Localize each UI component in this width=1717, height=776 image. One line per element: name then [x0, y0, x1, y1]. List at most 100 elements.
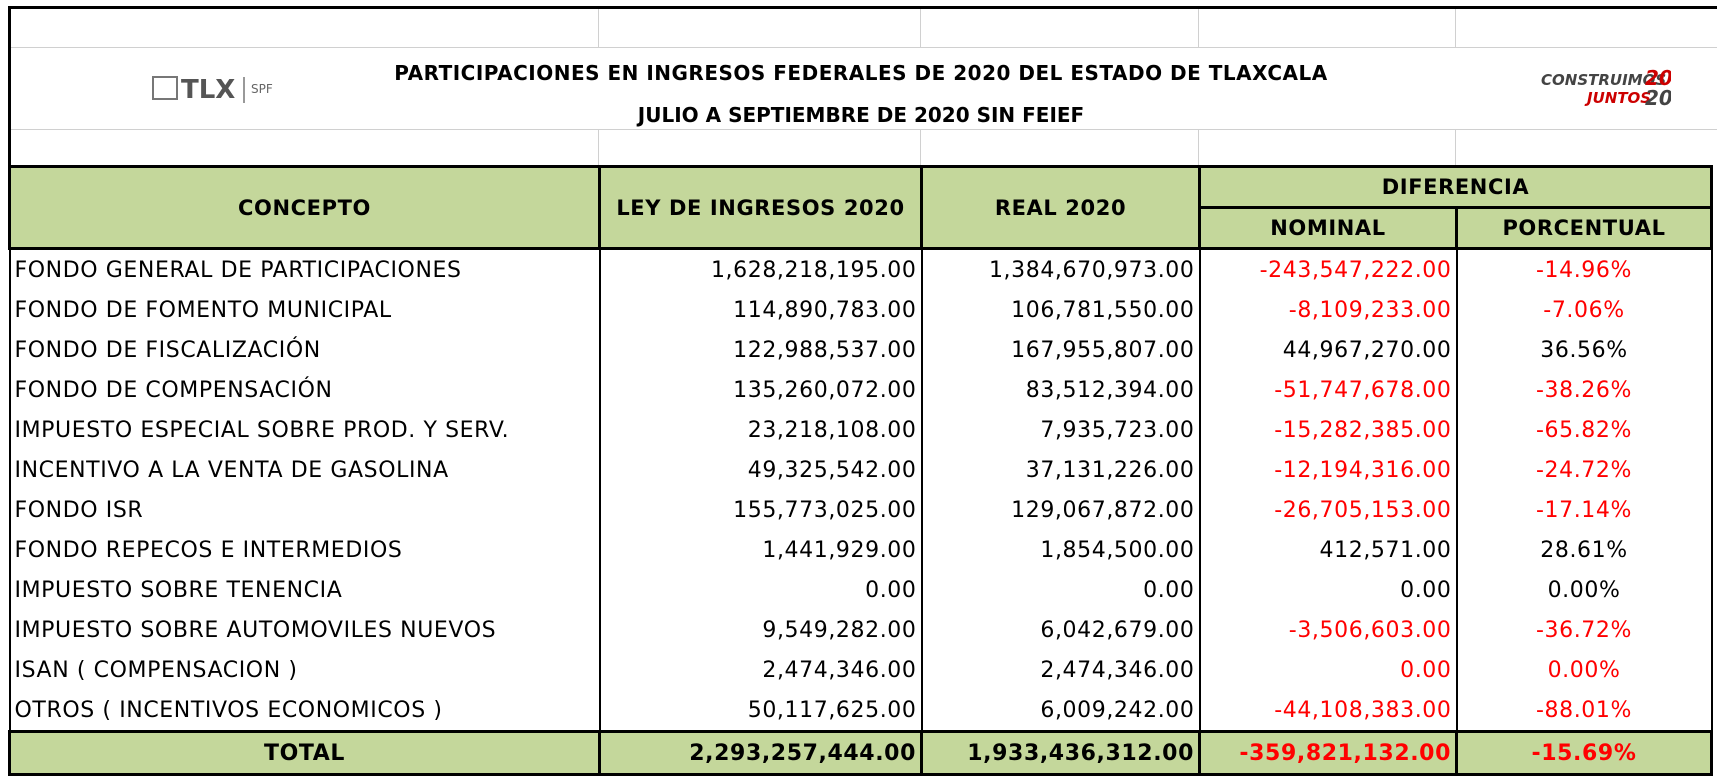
cell-ley: 122,988,537.00 [598, 330, 923, 370]
cell-nominal: -44,108,383.00 [1198, 690, 1458, 732]
cell-ley: 114,890,783.00 [598, 290, 923, 330]
grid-line [11, 129, 1717, 130]
table-row: IMPUESTO SOBRE AUTOMOVILES NUEVOS 9,549,2… [8, 610, 1713, 650]
cell-nominal: -3,506,603.00 [1198, 610, 1458, 650]
grid-line [1198, 9, 1199, 47]
cell-real: 1,933,436,312.00 [920, 730, 1201, 776]
logo-text: TLX [181, 75, 235, 105]
cell-concepto: FONDO GENERAL DE PARTICIPACIONES [8, 248, 601, 290]
grid-line [1455, 9, 1456, 47]
cell-real: 129,067,872.00 [920, 490, 1201, 530]
table-row: ISAN ( COMPENSACION ) 2,474,346.00 2,474,3… [8, 650, 1713, 690]
cell-nominal: -51,747,678.00 [1198, 370, 1458, 410]
grid-line [11, 47, 1717, 48]
cell-real: 1,384,670,973.00 [920, 248, 1201, 290]
cell-concepto: ISAN ( COMPENSACION ) [8, 650, 601, 690]
cell-real: 167,955,807.00 [920, 330, 1201, 370]
cell-real: 0.00 [920, 570, 1201, 610]
cell-concepto: IMPUESTO SOBRE TENENCIA [8, 570, 601, 610]
cell-ley: 49,325,542.00 [598, 450, 923, 490]
cell-real: 7,935,723.00 [920, 410, 1201, 450]
cell-porcentual: -7.06% [1455, 290, 1713, 330]
grid-line [598, 9, 599, 47]
table-row: TOTAL 2,293,257,444.00 1,933,436,312.00 -35… [8, 730, 1714, 776]
cell-nominal: 412,571.00 [1198, 530, 1458, 570]
cell-porcentual: -15.69% [1454, 730, 1714, 776]
cell-concepto: IMPUESTO SOBRE AUTOMOVILES NUEVOS [8, 610, 601, 650]
cell-real: 83,512,394.00 [920, 370, 1201, 410]
cell-porcentual: 0.00% [1455, 570, 1713, 610]
cell-concepto: FONDO DE COMPENSACIÓN [8, 370, 601, 410]
cell-concepto: FONDO REPECOS E INTERMEDIOS [8, 530, 601, 570]
table-row: IMPUESTO SOBRE TENENCIA 0.00 0.00 0.00 0.00% [8, 570, 1713, 610]
cell-porcentual: -65.82% [1455, 410, 1713, 450]
cell-nominal: 0.00 [1198, 650, 1458, 690]
cell-concepto: FONDO DE FOMENTO MUNICIPAL [8, 290, 601, 330]
cell-ley: 9,549,282.00 [598, 610, 923, 650]
cell-nominal: 44,967,270.00 [1198, 330, 1458, 370]
cell-porcentual: -88.01% [1455, 690, 1713, 732]
col-header: LEY DE INGRESOS 2020 [598, 165, 923, 250]
col-header: NOMINAL [1198, 206, 1458, 250]
cell-concepto: FONDO ISR [8, 490, 601, 530]
cell-concepto: INCENTIVO A LA VENTA DE GASOLINA [8, 450, 601, 490]
cell-ley: 1,441,929.00 [598, 530, 923, 570]
cell-ley: 50,117,625.00 [598, 690, 923, 732]
title: PARTICIPACIONES EN INGRESOS FEDERALES DE… [311, 61, 1411, 85]
subtitle: JULIO A SEPTIEMBRE DE 2020 SIN FEIEF [311, 103, 1411, 127]
cell-ley: 23,218,108.00 [598, 410, 923, 450]
col-header: DIFERENCIA [1197, 165, 1714, 209]
cell-nominal: -12,194,316.00 [1198, 450, 1458, 490]
grid-line [1198, 129, 1199, 165]
col-header: CONCEPTO [8, 165, 601, 250]
cell-real: 1,854,500.00 [920, 530, 1201, 570]
cell-real: 2,474,346.00 [920, 650, 1201, 690]
grid-line [598, 129, 599, 165]
cell-ley: 2,293,257,444.00 [598, 730, 923, 776]
cell-porcentual: 36.56% [1455, 330, 1713, 370]
cell-real: 6,009,242.00 [920, 690, 1201, 732]
cell-porcentual: -36.72% [1455, 610, 1713, 650]
col-header: PORCENTUAL [1454, 206, 1714, 250]
logo-graphic: TLX SPF [152, 75, 273, 105]
table-row: FONDO ISR 155,773,025.00 129,067,872.00 -26… [8, 490, 1713, 530]
logo-num: 20 [1645, 67, 1671, 90]
logo-right: CONSTRUIMOS JUNTOS 20 20 [1541, 66, 1673, 111]
data-table: CONCEPTO LEY DE INGRESOS 2020 REAL 2020 … [8, 165, 1714, 776]
cell-nominal: -359,821,132.00 [1198, 730, 1458, 776]
cell-porcentual: -14.96% [1455, 248, 1713, 290]
col-header: REAL 2020 [920, 165, 1201, 250]
cell-porcentual: -24.72% [1455, 450, 1713, 490]
table-body: FONDO GENERAL DE PARTICIPACIONES 1,628,21… [8, 248, 1714, 776]
cell-concepto: FONDO DE FISCALIZACIÓN [8, 330, 601, 370]
cell-nominal: -8,109,233.00 [1198, 290, 1458, 330]
cell-ley: 2,474,346.00 [598, 650, 923, 690]
table-row: IMPUESTO ESPECIAL SOBRE PROD. Y SERV. 23,… [8, 410, 1713, 450]
cell-real: 37,131,226.00 [920, 450, 1201, 490]
logo-sub: SPF [251, 82, 273, 96]
table-row: FONDO REPECOS E INTERMEDIOS 1,441,929.00 1… [8, 530, 1713, 570]
logo-line1: CONSTRUIMOS [1541, 71, 1666, 89]
table-row: FONDO DE FISCALIZACIÓN 122,988,537.00 167,… [8, 330, 1713, 370]
grid-line [920, 9, 921, 47]
logo-left: TLX SPF [151, 71, 331, 111]
cell-real: 6,042,679.00 [920, 610, 1201, 650]
logo-graphic: CONSTRUIMOS JUNTOS 20 20 [1541, 66, 1673, 110]
cell-concepto: IMPUESTO ESPECIAL SOBRE PROD. Y SERV. [8, 410, 601, 450]
cell-nominal: -26,705,153.00 [1198, 490, 1458, 530]
cell-concepto: OTROS ( INCENTIVOS ECONOMICOS ) [8, 690, 601, 732]
table-row: FONDO GENERAL DE PARTICIPACIONES 1,628,21… [8, 248, 1713, 290]
grid-line [920, 129, 921, 165]
cell-porcentual: 0.00% [1455, 650, 1713, 690]
table-row: INCENTIVO A LA VENTA DE GASOLINA 49,325,5… [8, 450, 1713, 490]
grid-line [1455, 129, 1456, 165]
logo-num: 20 [1645, 86, 1671, 110]
cell-porcentual: -38.26% [1455, 370, 1713, 410]
header-area: TLX SPF CONSTRUIMOS JUNTOS 20 20 PARTICI… [8, 6, 1717, 165]
table-row: FONDO DE COMPENSACIÓN 135,260,072.00 83,51… [8, 370, 1713, 410]
cell-porcentual: 28.61% [1455, 530, 1713, 570]
cell-ley: 155,773,025.00 [598, 490, 923, 530]
cell-porcentual: -17.14% [1455, 490, 1713, 530]
cell-nominal: -243,547,222.00 [1198, 248, 1458, 290]
